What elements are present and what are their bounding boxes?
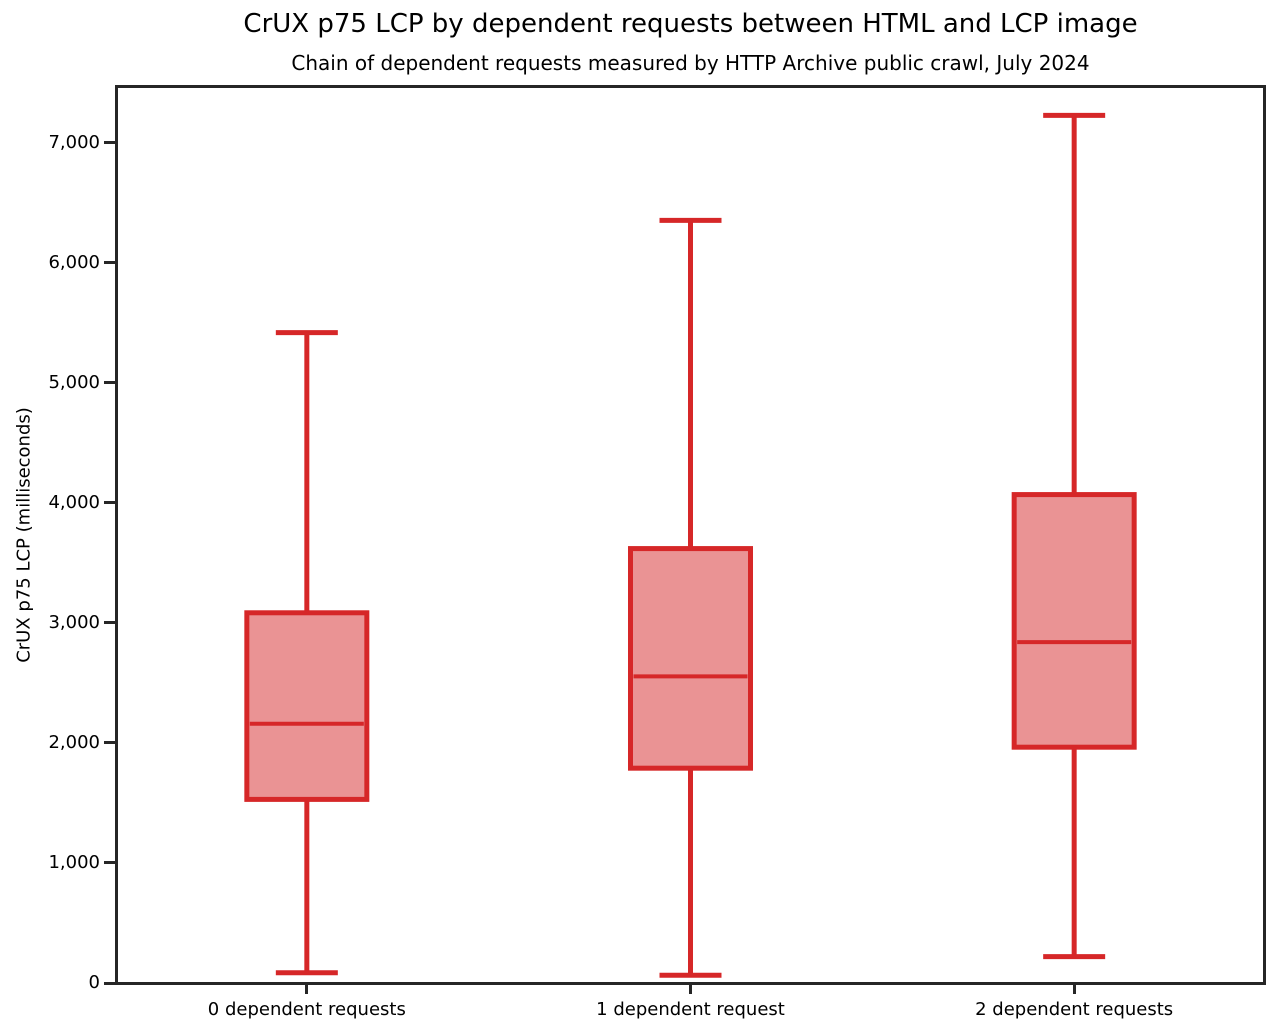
- y-tick-label-1000: 1,000: [48, 851, 100, 873]
- chart-title: CrUX p75 LCP by dependent requests betwe…: [243, 9, 1138, 39]
- y-tick-label-0: 0: [88, 972, 100, 993]
- y-tick-label-7000: 7,000: [48, 131, 100, 153]
- y-tick-label-6000: 6,000: [48, 251, 100, 273]
- x-tick-mark: [1072, 985, 1076, 994]
- iqr-box: [1011, 492, 1137, 750]
- box-2-dependent-requests: [1011, 112, 1137, 960]
- boxplot-canvas: [244, 112, 1137, 978]
- iqr-box: [628, 546, 753, 771]
- y-tick-mark: [104, 261, 115, 265]
- x-tick-label-1-dependent-request: 1 dependent request: [596, 999, 785, 1020]
- y-tick-mark: [104, 381, 115, 385]
- box-0-dependent-requests: [244, 330, 370, 976]
- y-tick-mark: [104, 621, 115, 625]
- y-tick-mark: [104, 981, 115, 985]
- x-tick-label-2-dependent-requests: 2 dependent requests: [975, 999, 1174, 1020]
- box-1-dependent-request: [628, 217, 753, 978]
- y-tick-label-4000: 4,000: [48, 491, 100, 513]
- x-tick-mark: [689, 985, 692, 994]
- y-tick-label-5000: 5,000: [48, 371, 100, 393]
- y-tick-mark: [104, 741, 115, 745]
- y-tick-label-2000: 2,000: [48, 731, 100, 753]
- x-tick-label-0-dependent-requests: 0 dependent requests: [207, 999, 406, 1020]
- y-tick-label-3000: 3,000: [48, 611, 100, 633]
- chart-subtitle: Chain of dependent requests measured by …: [291, 51, 1090, 75]
- x-tick-mark: [305, 985, 309, 994]
- iqr-box: [244, 610, 370, 802]
- y-tick-mark: [104, 501, 115, 505]
- y-tick-mark: [104, 141, 115, 145]
- y-tick-mark: [104, 861, 115, 865]
